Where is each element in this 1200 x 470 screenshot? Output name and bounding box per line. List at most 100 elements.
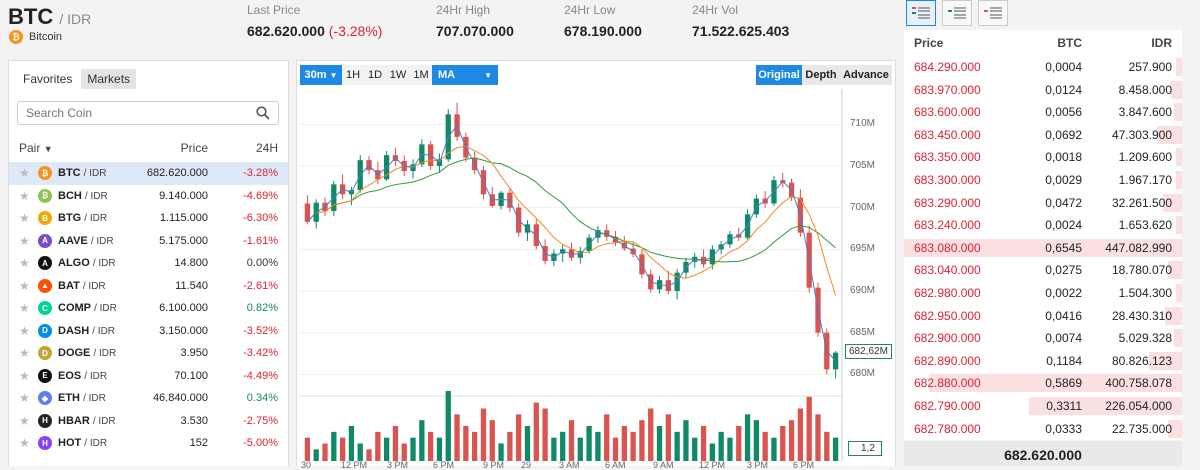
interval-label: 30m bbox=[304, 69, 327, 81]
depth-bar bbox=[1162, 193, 1182, 212]
order-book-row[interactable]: 683.290.000 0,0472 32.261.500 bbox=[904, 192, 1182, 214]
pair-base: BTC bbox=[8, 4, 54, 29]
range-1h[interactable]: 1H bbox=[342, 65, 364, 85]
search-input[interactable] bbox=[18, 102, 248, 124]
market-row[interactable]: ★ B BTG / IDR 1.115.000 -6.30% bbox=[9, 207, 288, 230]
order-book-row[interactable]: 682.790.000 0,3311 226.054.000 bbox=[904, 395, 1182, 417]
search-icon[interactable] bbox=[256, 106, 270, 125]
order-book-row[interactable]: 683.300.000 0,0029 1.967.170 bbox=[904, 169, 1182, 191]
volume-bar bbox=[498, 443, 504, 461]
order-book-row[interactable]: 683.600.000 0,0056 3.847.600 bbox=[904, 101, 1182, 123]
star-icon[interactable]: ★ bbox=[19, 233, 30, 248]
tab-markets[interactable]: Markets bbox=[81, 69, 137, 89]
star-icon[interactable]: ★ bbox=[19, 211, 30, 225]
order-book-row[interactable]: 683.450.000 0,0692 47.303.900 bbox=[904, 124, 1182, 146]
coin-icon: A bbox=[38, 256, 52, 270]
view-advance[interactable]: Advance bbox=[840, 65, 892, 85]
market-row[interactable]: ★ H HBAR / IDR 3.530 -2.75% bbox=[9, 410, 288, 433]
order-book-row[interactable]: 682.980.000 0,0022 1.504.300 bbox=[904, 282, 1182, 304]
order-total: 5.029.328 bbox=[1118, 331, 1172, 346]
pair-name: HOT / IDR bbox=[58, 437, 108, 449]
sort-desc-icon: ▼ bbox=[43, 144, 53, 154]
stat-last-price: Last Price 682.620.000 (-3.28%) bbox=[247, 3, 382, 39]
market-row[interactable]: ★ D DOGE / IDR 3.950 -3.42% bbox=[9, 342, 288, 365]
order-total: 447.082.990 bbox=[1105, 240, 1172, 255]
coin-icon: ▲ bbox=[38, 278, 52, 293]
order-book-row[interactable]: 683.970.000 0,0124 8.458.000 bbox=[904, 79, 1182, 101]
volume-bar bbox=[612, 437, 619, 461]
pair-change: -5.00% bbox=[243, 437, 278, 449]
order-total: 400.758.078 bbox=[1105, 376, 1172, 391]
chevron-down-icon: ▼ bbox=[329, 70, 338, 80]
view-asks-button[interactable] bbox=[978, 0, 1008, 26]
star-icon[interactable]: ★ bbox=[19, 256, 30, 270]
column-change[interactable]: 24H bbox=[255, 141, 278, 155]
coin-icon: E bbox=[38, 368, 52, 383]
order-book-row[interactable]: 682.950.000 0,0416 28.430.310 bbox=[904, 305, 1182, 327]
column-qty: BTC bbox=[1057, 36, 1082, 50]
market-row[interactable]: ★ A ALGO / IDR 14.800 0.00% bbox=[9, 252, 288, 275]
column-price[interactable]: Price bbox=[180, 141, 208, 155]
star-icon[interactable]: ★ bbox=[19, 368, 30, 383]
star-icon[interactable]: ★ bbox=[19, 413, 30, 428]
order-book-row[interactable]: 683.040.000 0,0275 18.780.070 bbox=[904, 259, 1182, 281]
stat-value: 707.070.000 bbox=[436, 23, 514, 39]
volume-bar bbox=[788, 420, 795, 461]
order-book-row[interactable]: 682.900.000 0,0074 5.029.328 bbox=[904, 327, 1182, 349]
order-book-row[interactable]: 682.780.000 0,0333 22.735.000 bbox=[904, 418, 1182, 440]
market-row[interactable]: ★ ▲ BAT / IDR 11.540 -2.61% bbox=[9, 275, 288, 298]
indicator-dropdown[interactable]: MA ▼ bbox=[432, 65, 498, 85]
view-original[interactable]: Original bbox=[756, 65, 802, 85]
volume-bar bbox=[516, 414, 522, 461]
star-icon[interactable]: ★ bbox=[19, 166, 30, 180]
order-book-row[interactable]: 684.290.000 0,0004 257.900 bbox=[904, 56, 1182, 78]
coin-icon: D bbox=[38, 323, 52, 338]
pair-name: BTG / IDR bbox=[58, 212, 108, 224]
market-row[interactable]: ★ ◆ ETH / IDR 46.840.000 0.34% bbox=[9, 387, 288, 410]
column-pair[interactable]: Pair ▼ bbox=[19, 141, 53, 155]
range-1m[interactable]: 1M bbox=[410, 65, 432, 85]
star-icon[interactable]: ★ bbox=[19, 301, 30, 315]
volume-bar bbox=[692, 437, 698, 461]
star-icon[interactable]: ★ bbox=[19, 436, 30, 450]
view-depth[interactable]: Depth bbox=[802, 65, 840, 85]
y-tick-label: 700M bbox=[850, 201, 876, 213]
pair-change: -2.61% bbox=[243, 279, 278, 292]
market-row[interactable]: ★ D DASH / IDR 3.150.000 -3.52% bbox=[9, 320, 288, 343]
order-book-row[interactable]: 682.880.000 0,5869 400.758.078 bbox=[904, 372, 1182, 394]
star-icon[interactable]: ★ bbox=[19, 278, 30, 293]
market-row[interactable]: ★ ₿ BTC / IDR 682.620.000 -3.28% bbox=[9, 162, 288, 185]
depth-bar bbox=[1170, 80, 1182, 99]
price-chart[interactable] bbox=[297, 61, 895, 467]
candle-body bbox=[304, 203, 311, 222]
pair-name: ETH / IDR bbox=[58, 392, 106, 404]
volume-bar bbox=[480, 408, 487, 461]
volume-bar bbox=[375, 431, 381, 461]
stat-label: 24Hr Low bbox=[564, 3, 616, 17]
star-icon[interactable]: ★ bbox=[19, 391, 30, 405]
star-icon[interactable]: ★ bbox=[19, 346, 30, 360]
view-bids-button[interactable] bbox=[942, 0, 972, 26]
stat-24h-high: 24Hr High 707.070.000 bbox=[436, 3, 514, 39]
order-book-row[interactable]: 682.890.000 0,1184 80.826.123 bbox=[904, 350, 1182, 372]
range-1w[interactable]: 1W bbox=[386, 65, 410, 85]
star-icon[interactable]: ★ bbox=[19, 188, 30, 203]
view-both-button[interactable] bbox=[906, 0, 936, 26]
order-book-row[interactable]: 683.240.000 0,0024 1.653.620 bbox=[904, 214, 1182, 236]
interval-dropdown[interactable]: 30m ▼ bbox=[300, 65, 342, 85]
star-icon[interactable]: ★ bbox=[19, 323, 30, 338]
volume-bar bbox=[392, 426, 399, 461]
range-1d[interactable]: 1D bbox=[364, 65, 386, 85]
market-row[interactable]: ★ C COMP / IDR 6.100.000 0.82% bbox=[9, 297, 288, 320]
market-row[interactable]: ★ H HOT / IDR 152 -5.00% bbox=[9, 432, 288, 455]
volume-bar bbox=[700, 426, 707, 461]
y-tick-label: 680M bbox=[850, 368, 876, 380]
order-book-row[interactable]: 683.350.000 0,0018 1.209.600 bbox=[904, 146, 1182, 168]
market-row[interactable]: ★ ₿ BCH / IDR 9.140.000 -4.69% bbox=[9, 185, 288, 208]
order-price: 683.450.000 bbox=[914, 127, 981, 142]
market-row[interactable]: ★ E EOS / IDR 70.100 -4.49% bbox=[9, 365, 288, 388]
order-book-row[interactable]: 683.080.000 0,6545 447.082.990 bbox=[904, 237, 1182, 259]
depth-bar bbox=[1148, 351, 1182, 370]
market-row[interactable]: ★ A AAVE / IDR 5.175.000 -1.61% bbox=[9, 230, 288, 253]
tab-favorites[interactable]: Favorites bbox=[23, 72, 73, 86]
